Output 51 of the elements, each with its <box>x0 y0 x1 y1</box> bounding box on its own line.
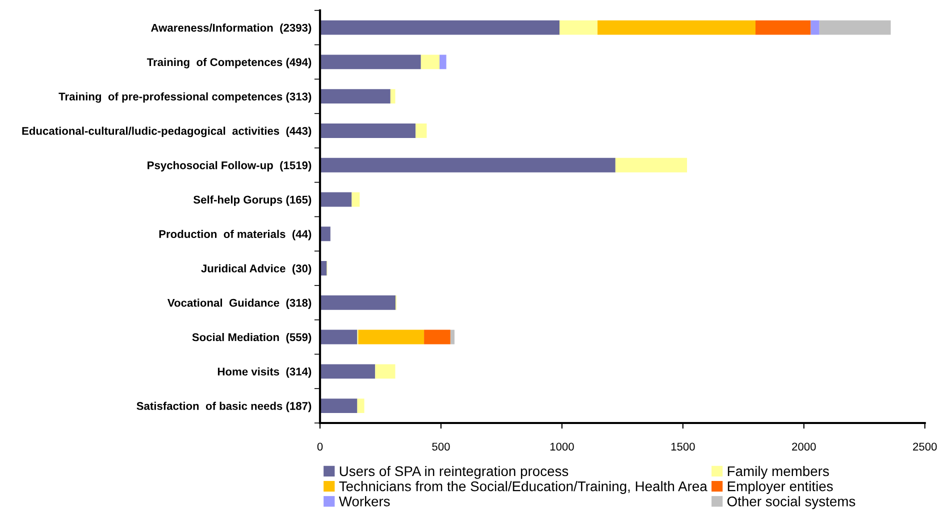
bar <box>424 330 450 344</box>
bar <box>357 398 364 414</box>
bar <box>560 20 598 35</box>
legend-label: Employer entities <box>728 481 833 494</box>
x-tick-label: 2000 <box>792 442 816 451</box>
bar <box>320 158 616 172</box>
bar <box>615 158 688 172</box>
y-tick-label: Training of Competences (494) <box>146 58 312 68</box>
bar <box>390 89 396 104</box>
legend-label: Workers <box>338 496 390 506</box>
bar <box>352 192 360 207</box>
y-tick-label: Home visits (314) <box>218 367 312 378</box>
legend-label: Family members <box>728 466 829 479</box>
bar <box>320 330 358 344</box>
y-tick-label: Psychosocial Follow-up (1519) <box>148 161 312 172</box>
y-tick-label: Educational-cultural/ludic-pedagogical activities (443) <box>22 126 312 138</box>
bar <box>375 364 396 379</box>
y-tick-label: Satisfaction of basic needs (187) <box>136 402 312 412</box>
bar <box>320 364 376 379</box>
y-tick-label: Vocational Guidance (318) <box>167 298 312 309</box>
x-tick-label: 1500 <box>671 442 695 451</box>
bar <box>598 20 756 35</box>
bar <box>320 124 416 138</box>
bar <box>320 54 421 70</box>
bar <box>320 89 390 104</box>
bar <box>810 20 820 35</box>
bar <box>358 330 424 344</box>
y-tick-label: Social Mediation (559) <box>192 333 312 344</box>
y-tick-label: Production of materials (44) <box>159 230 312 240</box>
bar <box>320 295 396 310</box>
legend-label: Technicians from the Social/Education/Training, Health Area <box>339 481 708 494</box>
bar <box>819 20 891 35</box>
bar <box>320 226 330 242</box>
legend-label: Users of SPA in reintegration process <box>340 466 568 479</box>
x-tick-label: 500 <box>432 442 450 451</box>
bar <box>320 20 560 35</box>
bar <box>420 54 440 70</box>
y-tick-label: Self-help Gorups (165) <box>193 195 312 206</box>
y-tick-label: Awareness/Information (2393) <box>151 24 312 34</box>
y-tick-label: Training of pre-professional competences (313) <box>58 92 312 103</box>
x-tick-label: 2500 <box>913 442 937 451</box>
bar <box>320 192 352 207</box>
x-tick-label: 1000 <box>550 442 574 451</box>
x-tick-label: 0 <box>317 442 323 451</box>
bar <box>755 20 811 35</box>
bar <box>320 398 358 414</box>
bar <box>450 330 455 344</box>
legend-label: Other social systems <box>727 496 856 510</box>
y-tick-label: Juridical Advice (30) <box>201 264 312 275</box>
bar <box>416 124 427 138</box>
bar <box>440 54 446 70</box>
